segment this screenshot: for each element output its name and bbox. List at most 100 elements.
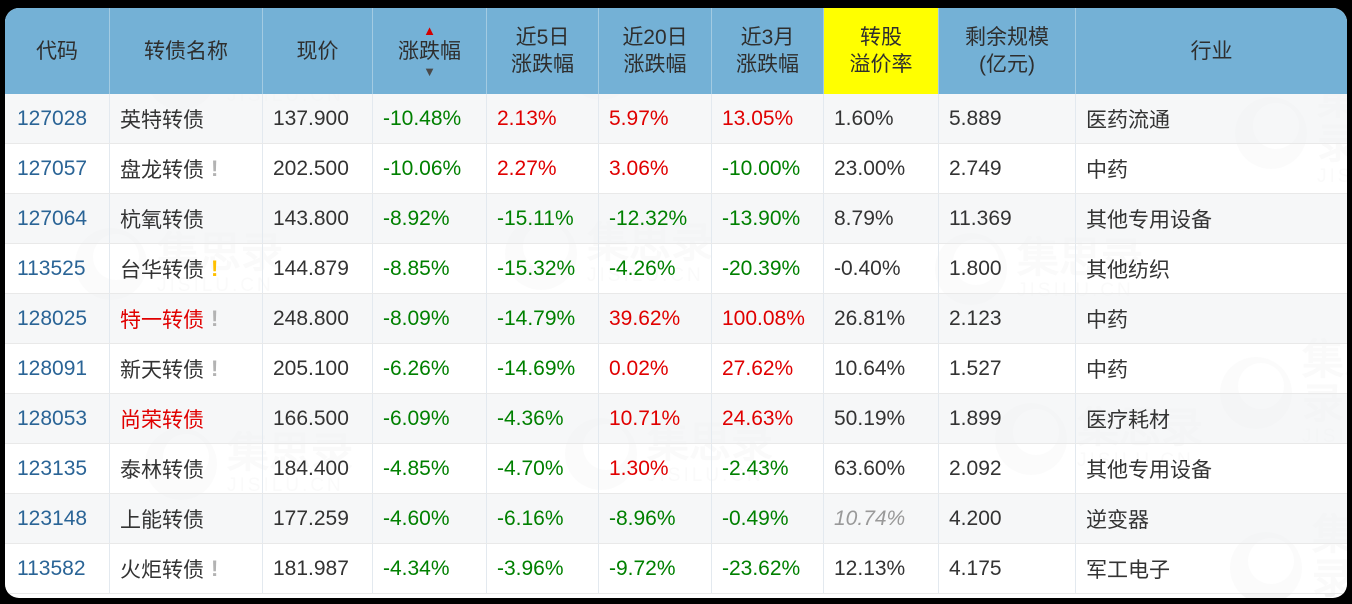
header-premium-label: 转股 溢价率 — [849, 26, 913, 76]
sort-asc-icon[interactable]: ▲ — [423, 22, 436, 38]
bond-name[interactable]: 火炬转债 — [120, 558, 204, 582]
bond-code-link[interactable]: 128053 — [5, 394, 110, 443]
remaining-size-cell: 2.092 — [939, 444, 1076, 493]
remaining-size-cell: 4.175 — [939, 544, 1076, 593]
bond-name[interactable]: 杭氧转债 — [120, 208, 204, 232]
change-cell: -6.26% — [373, 344, 487, 393]
change-3m-cell: -10.00% — [712, 144, 824, 193]
header-remaining-size[interactable]: 剩余规模 (亿元) — [939, 8, 1076, 94]
bond-name[interactable]: 盘龙转债 — [120, 158, 204, 182]
change-20d-cell: 3.06% — [599, 144, 712, 193]
table-body: 127028 英特转债 137.900 -10.48% 2.13% 5.97% 13.05%… — [5, 94, 1347, 594]
bond-name[interactable]: 特一转债 — [120, 308, 204, 332]
sort-desc-icon[interactable]: ▼ — [423, 63, 436, 79]
table-row: 128025 特一转债! 248.800 -8.09% -14.79% 39.62% 100… — [5, 294, 1347, 344]
industry-cell: 中药 — [1086, 308, 1128, 332]
industry-cell: 中药 — [1086, 358, 1128, 382]
bond-name[interactable]: 尚荣转债 — [120, 408, 204, 432]
price-cell: 166.500 — [263, 394, 373, 443]
change-5d-cell: -4.36% — [487, 394, 599, 443]
industry-cell: 中药 — [1086, 158, 1128, 182]
change-20d-cell: 39.62% — [599, 294, 712, 343]
table-row: 113582 火炬转债! 181.987 -4.34% -3.96% -9.72% -23.… — [5, 544, 1347, 594]
change-cell: -10.48% — [373, 94, 487, 143]
change-5d-cell: 2.27% — [487, 144, 599, 193]
header-price[interactable]: 现价 — [263, 8, 373, 94]
header-change-5d[interactable]: 近5日 涨跌幅 — [487, 8, 599, 94]
price-cell: 181.987 — [263, 544, 373, 593]
change-20d-cell: 0.02% — [599, 344, 712, 393]
header-industry[interactable]: 行业 — [1076, 8, 1347, 94]
bond-code-link[interactable]: 127028 — [5, 94, 110, 143]
price-cell: 143.800 — [263, 194, 373, 243]
bond-code-link[interactable]: 123148 — [5, 494, 110, 543]
header-change-label: 涨跌幅 — [398, 39, 461, 63]
bond-code-link[interactable]: 128091 — [5, 344, 110, 393]
bond-code-link[interactable]: 127057 — [5, 144, 110, 193]
industry-cell: 其他专用设备 — [1086, 208, 1212, 232]
bond-code-link[interactable]: 123135 — [5, 444, 110, 493]
bond-name-cell: 特一转债! — [110, 294, 263, 343]
remaining-size-cell: 1.800 — [939, 244, 1076, 293]
bond-code-link[interactable]: 127064 — [5, 194, 110, 243]
bond-name[interactable]: 新天转债 — [120, 358, 204, 382]
header-change-20d-label: 近20日 涨跌幅 — [622, 26, 688, 76]
change-5d-cell: -3.96% — [487, 544, 599, 593]
premium-cell: 10.74% — [824, 494, 939, 543]
premium-cell: 50.19% — [824, 394, 939, 443]
change-5d-cell: -4.70% — [487, 444, 599, 493]
bond-name-cell: 尚荣转债 — [110, 394, 263, 443]
premium-cell: 8.79% — [824, 194, 939, 243]
premium-cell: 10.64% — [824, 344, 939, 393]
table-header: 代码 转债名称 现价 ▲ 涨跌幅 ▼ 近5日 涨跌幅 近20日 涨跌幅 近3月 … — [5, 8, 1347, 94]
bond-name[interactable]: 英特转债 — [120, 108, 204, 132]
bond-name[interactable]: 上能转债 — [120, 508, 204, 532]
header-change-3m[interactable]: 近3月 涨跌幅 — [712, 8, 824, 94]
change-5d-cell: -14.79% — [487, 294, 599, 343]
table-row: 113525 台华转债! 144.879 -8.85% -15.32% -4.26% -20… — [5, 244, 1347, 294]
header-remaining-size-label: 剩余规模 (亿元) — [965, 26, 1049, 76]
change-3m-cell: -13.90% — [712, 194, 824, 243]
bond-name[interactable]: 台华转债 — [120, 258, 204, 282]
change-3m-cell: -2.43% — [712, 444, 824, 493]
price-cell: 177.259 — [263, 494, 373, 543]
remaining-size-cell: 11.369 — [939, 194, 1076, 243]
remaining-size-cell: 1.899 — [939, 394, 1076, 443]
premium-cell: -0.40% — [824, 244, 939, 293]
price-cell: 137.900 — [263, 94, 373, 143]
header-code[interactable]: 代码 — [5, 8, 110, 94]
bond-code-link[interactable]: 113525 — [5, 244, 110, 293]
table-row: 127028 英特转债 137.900 -10.48% 2.13% 5.97% 13.05%… — [5, 94, 1347, 144]
alert-icon: ! — [211, 355, 219, 381]
premium-cell: 26.81% — [824, 294, 939, 343]
table-row: 123148 上能转债 177.259 -4.60% -6.16% -8.96% -0.49… — [5, 494, 1347, 544]
industry-cell: 军工电子 — [1086, 558, 1170, 582]
bond-name-cell: 上能转债 — [110, 494, 263, 543]
price-cell: 205.100 — [263, 344, 373, 393]
premium-cell: 63.60% — [824, 444, 939, 493]
header-code-label: 代码 — [36, 39, 78, 63]
header-premium-highlighted[interactable]: 转股 溢价率 — [824, 8, 939, 94]
bond-code-link[interactable]: 113582 — [5, 544, 110, 593]
bond-name-cell: 杭氧转债 — [110, 194, 263, 243]
change-cell: -8.85% — [373, 244, 487, 293]
industry-cell: 其他专用设备 — [1086, 458, 1212, 482]
bond-name[interactable]: 泰林转债 — [120, 458, 204, 482]
change-3m-cell: -23.62% — [712, 544, 824, 593]
change-3m-cell: 24.63% — [712, 394, 824, 443]
bond-code-link[interactable]: 128025 — [5, 294, 110, 343]
remaining-size-cell: 2.749 — [939, 144, 1076, 193]
header-change[interactable]: ▲ 涨跌幅 ▼ — [373, 8, 487, 94]
bond-name-cell: 泰林转债 — [110, 444, 263, 493]
alert-icon: ! — [211, 555, 219, 581]
industry-cell: 医疗耗材 — [1086, 408, 1170, 432]
header-change-20d[interactable]: 近20日 涨跌幅 — [599, 8, 712, 94]
alert-icon: ! — [211, 155, 219, 181]
remaining-size-cell: 2.123 — [939, 294, 1076, 343]
change-20d-cell: 1.30% — [599, 444, 712, 493]
header-name[interactable]: 转债名称 — [110, 8, 263, 94]
bond-table-panel: 集思录JISILU.CN集思录JISILU.CN集思录JISILU.CN集思录J… — [5, 8, 1347, 598]
change-5d-cell: -14.69% — [487, 344, 599, 393]
change-20d-cell: 5.97% — [599, 94, 712, 143]
